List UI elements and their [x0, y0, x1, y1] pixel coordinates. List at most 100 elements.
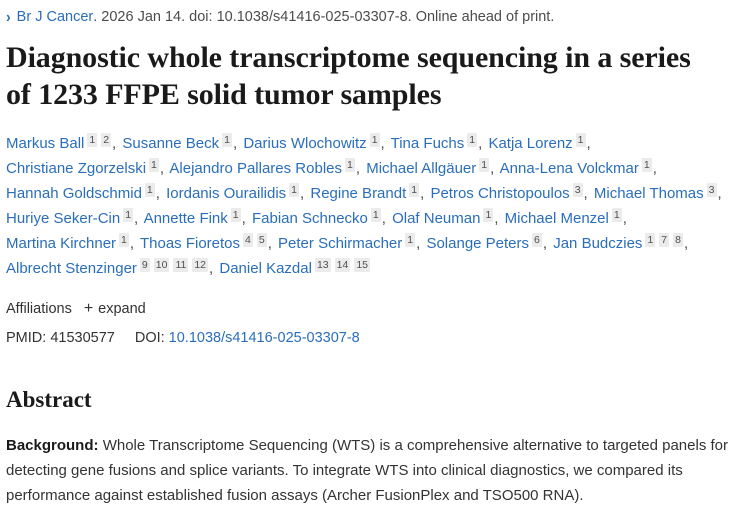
affiliation-badge[interactable]: 1	[289, 183, 300, 197]
author-link[interactable]: Petros Christopoulos	[430, 185, 570, 202]
journal-link[interactable]: Br J Cancer	[16, 9, 94, 25]
identifiers-row: PMID: 41530577 DOI: 10.1038/s41416-025-03…	[6, 328, 736, 348]
author-separator: ,	[420, 185, 425, 202]
author-separator: ,	[586, 135, 591, 152]
affiliation-badge[interactable]: 10	[153, 258, 170, 272]
author-separator: ,	[134, 210, 139, 227]
citation-details: . 2026 Jan 14. doi: 10.1038/s41416-025-0…	[93, 9, 555, 25]
author-link[interactable]: Anna-Lena Volckmar	[499, 160, 639, 177]
author-link[interactable]: Christiane Zgorzelski	[6, 160, 147, 177]
author-link[interactable]: Katja Lorenz	[488, 135, 573, 152]
author-link[interactable]: Susanne Beck	[122, 135, 220, 152]
author-separator: ,	[241, 210, 246, 227]
abstract-text: Whole Transcriptome Sequencing (WTS) is …	[6, 437, 728, 504]
author-link[interactable]: Annette Fink	[143, 210, 228, 227]
author-separator: ,	[490, 160, 495, 177]
author-link[interactable]: Peter Schirmacher	[278, 235, 403, 252]
author-separator: ,	[416, 235, 421, 252]
pmid-label: PMID:	[6, 330, 47, 346]
author-link[interactable]: Daniel Kazdal	[219, 260, 312, 277]
pmid-value: 41530577	[50, 330, 115, 346]
affiliation-badge[interactable]: 1	[149, 158, 159, 172]
author-separator: ,	[583, 185, 588, 202]
page-title: Diagnostic whole transcriptome sequencin…	[6, 41, 691, 111]
expand-affiliations-button[interactable]: + expand	[84, 299, 146, 319]
author-separator: ,	[478, 135, 483, 152]
author-link[interactable]: Iordanis Ourailidis	[166, 185, 287, 202]
author-link[interactable]: Michael Menzel	[504, 210, 609, 227]
author-separator: ,	[717, 185, 722, 202]
affiliation-badge[interactable]: 13	[314, 258, 331, 272]
author-separator: ,	[112, 135, 117, 152]
affiliation-badge[interactable]: 9	[139, 258, 150, 272]
affiliation-badge[interactable]: 1	[222, 133, 232, 147]
author-separator: ,	[542, 235, 548, 252]
author-link[interactable]: Michael Allgäuer	[366, 160, 477, 177]
affiliation-badge[interactable]: 1	[467, 133, 478, 147]
affiliation-badge[interactable]: 5	[256, 233, 267, 247]
affiliation-badge[interactable]: 1	[409, 183, 420, 197]
affiliation-badge[interactable]: 3	[572, 183, 583, 197]
affiliation-badge[interactable]: 1	[230, 208, 241, 222]
author-link[interactable]: Thoas Fioretos	[139, 235, 241, 252]
author-separator: ,	[683, 235, 689, 252]
doi-label: DOI:	[134, 330, 165, 346]
affiliation-badge[interactable]: 1	[345, 158, 355, 172]
affiliation-badge[interactable]: 1	[144, 183, 155, 197]
author-separator: ,	[355, 160, 361, 177]
author-link[interactable]: Markus Ball	[6, 135, 85, 152]
affiliation-badge[interactable]: 12	[192, 258, 209, 272]
chevron-right-icon[interactable]: ›	[6, 6, 11, 26]
affiliation-badge[interactable]: 11	[173, 258, 189, 272]
author-link[interactable]: Tina Fuchs	[390, 135, 465, 152]
author-separator: ,	[622, 210, 627, 227]
author-separator: ,	[267, 235, 272, 252]
author-link[interactable]: Olaf Neuman	[392, 210, 481, 227]
author-link[interactable]: Jan Budczies	[553, 235, 643, 252]
expand-label: expand	[98, 301, 146, 317]
author-separator: ,	[300, 185, 305, 202]
author-link[interactable]: Michael Thomas	[593, 185, 704, 202]
affiliation-badge[interactable]: 14	[334, 258, 351, 272]
doi-link[interactable]: 10.1038/s41416-025-03307-8	[168, 330, 360, 346]
affiliation-badge[interactable]: 1	[370, 208, 381, 222]
affiliation-badge[interactable]: 1	[645, 233, 656, 247]
affiliation-badge[interactable]: 15	[354, 258, 370, 272]
affiliation-badge[interactable]: 1	[123, 208, 134, 222]
affiliation-badge[interactable]: 1	[611, 208, 622, 222]
abstract-heading: Abstract	[6, 387, 92, 412]
author-link[interactable]: Albrecht Stenzinger	[6, 260, 137, 277]
author-separator: ,	[209, 260, 214, 277]
affiliation-badge[interactable]: 1	[87, 133, 98, 147]
author-list: Markus Ball 1 2, Susanne Beck 1, Darius Wlo…	[6, 131, 736, 281]
affiliation-badge[interactable]: 3	[706, 183, 717, 197]
affiliation-badge[interactable]: 1	[119, 233, 129, 247]
author-link[interactable]: Darius Wlochowitz	[243, 135, 367, 152]
affiliation-badge[interactable]: 1	[575, 133, 586, 147]
affiliation-badge[interactable]: 1	[479, 158, 490, 172]
affiliation-badge[interactable]: 1	[483, 208, 494, 222]
author-link[interactable]: Martina Kirchner	[6, 235, 117, 252]
affiliation-badge[interactable]: 1	[641, 158, 652, 172]
affiliations-label: Affiliations	[6, 301, 72, 317]
affiliation-badge[interactable]: 7	[659, 233, 670, 247]
author-link[interactable]: Fabian Schnecko	[251, 210, 368, 227]
affiliation-badge[interactable]: 6	[532, 233, 542, 247]
author-link[interactable]: Hannah Goldschmid	[6, 185, 142, 202]
abstract-paragraph: Background: Whole Transcriptome Sequenci…	[6, 433, 730, 508]
affiliation-badge[interactable]: 1	[369, 133, 380, 147]
plus-icon: +	[83, 300, 94, 317]
affiliation-badge[interactable]: 2	[101, 133, 112, 147]
author-link[interactable]: Alejandro Pallares Robles	[169, 160, 343, 177]
affiliation-badge[interactable]: 8	[673, 233, 683, 247]
author-link[interactable]: Huriye Seker-Cin	[6, 210, 121, 227]
author-separator: ,	[155, 185, 160, 202]
author-link[interactable]: Regine Brandt	[310, 185, 407, 202]
affiliations-row: Affiliations + expand	[6, 299, 736, 319]
author-separator: ,	[232, 135, 238, 152]
affiliation-badge[interactable]: 1	[405, 233, 416, 247]
abstract-section-label: Background:	[6, 437, 99, 454]
author-link[interactable]: Solange Peters	[426, 235, 530, 252]
affiliation-badge[interactable]: 4	[243, 233, 253, 247]
